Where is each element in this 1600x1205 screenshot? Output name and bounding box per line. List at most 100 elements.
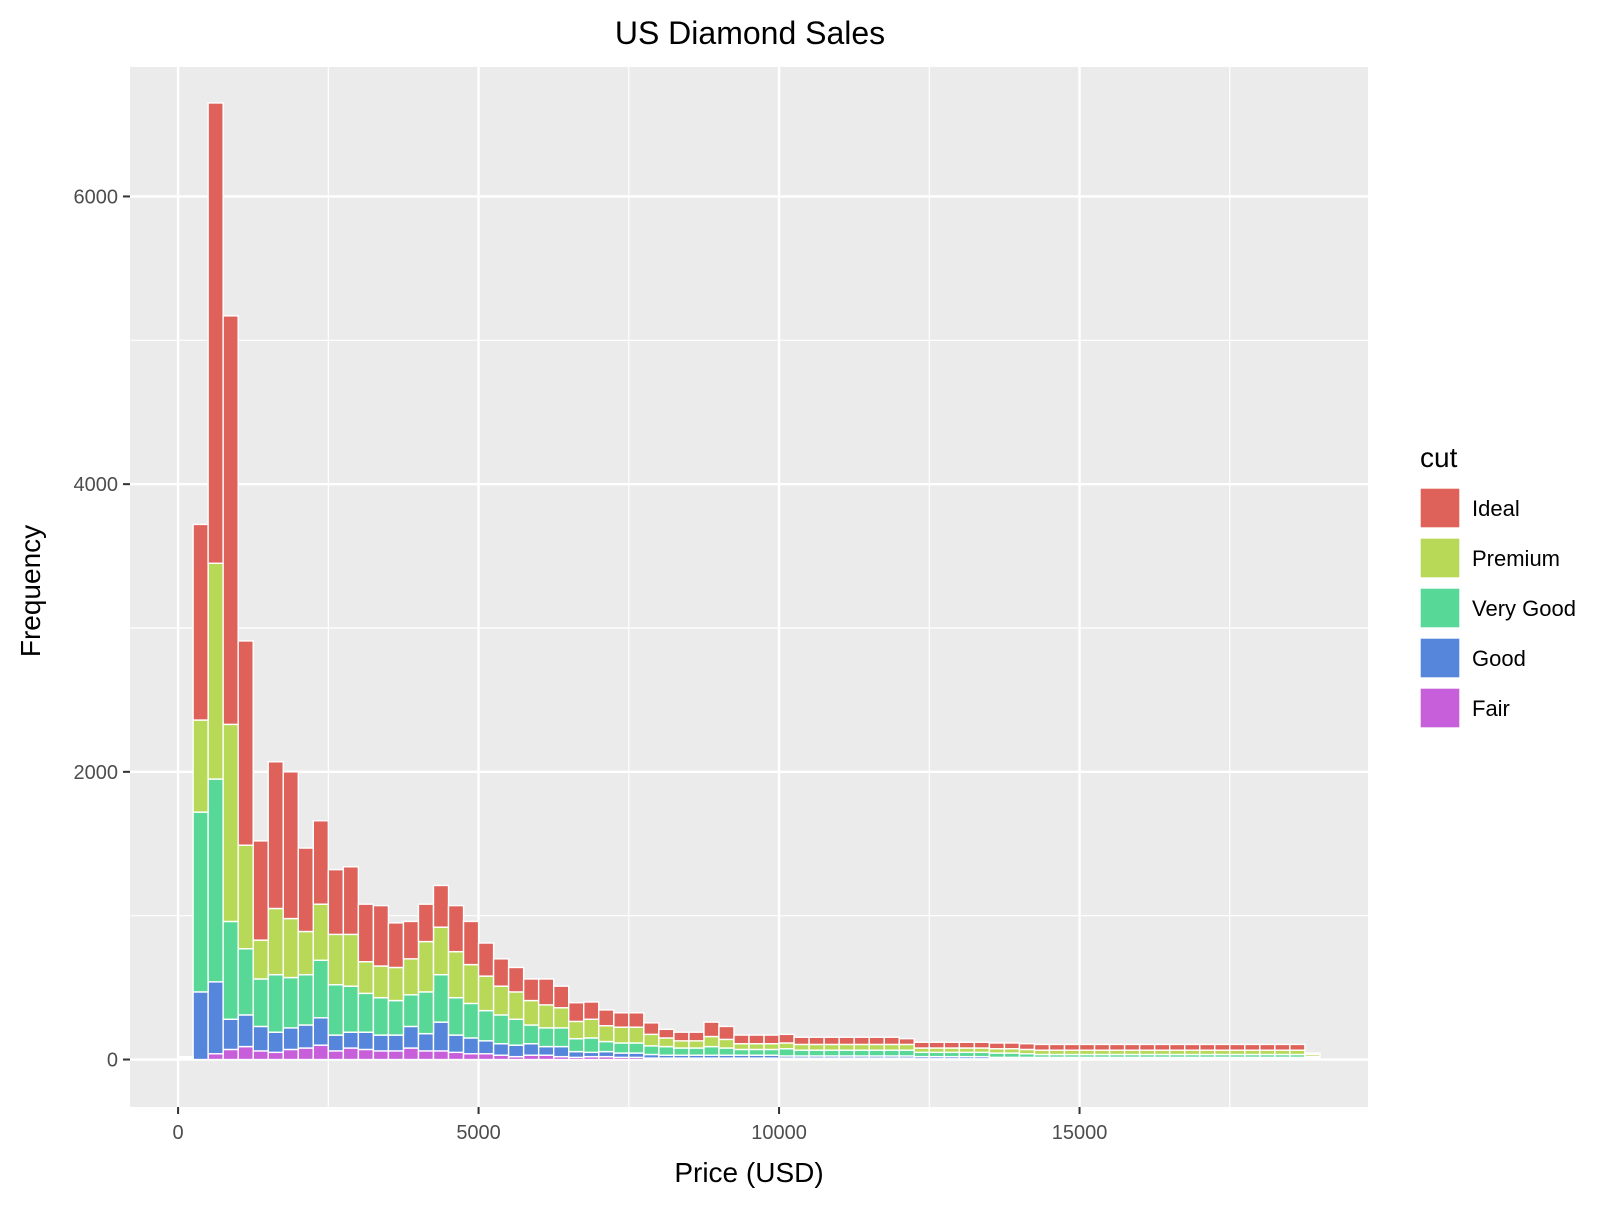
- bar-premium: [462, 963, 480, 1005]
- bar-good: [297, 1024, 314, 1049]
- bar-very-good: [387, 999, 405, 1036]
- bar-premium: [507, 991, 525, 1020]
- bar-premium: [522, 999, 540, 1026]
- bar-good: [312, 1017, 330, 1046]
- bar-fair: [402, 1047, 420, 1061]
- bar-ideal: [537, 978, 555, 1006]
- bar-very-good: [222, 920, 239, 1020]
- y-tick-label: 4000: [74, 474, 119, 496]
- bar-good: [192, 991, 209, 1061]
- legend-key-fair: [1419, 687, 1461, 729]
- bar-very-good: [282, 976, 299, 1029]
- bar-premium: [823, 1043, 840, 1051]
- bar-ideal: [883, 1036, 900, 1046]
- x-tick-label: 0: [173, 1122, 184, 1144]
- bar-fair: [312, 1044, 330, 1061]
- bar-good: [207, 981, 224, 1055]
- bar-good: [282, 1027, 299, 1051]
- bar-premium: [327, 933, 345, 986]
- bar-premium: [898, 1043, 915, 1051]
- bar-premium: [222, 723, 239, 923]
- bar-premium: [628, 1026, 645, 1044]
- bar-premium: [643, 1033, 660, 1047]
- bar-ideal: [1259, 1043, 1276, 1051]
- bar-ideal: [1274, 1043, 1291, 1051]
- bar-ideal: [492, 958, 510, 987]
- bar-premium: [763, 1043, 780, 1051]
- bar-ideal: [853, 1036, 870, 1046]
- bar-very-good: [673, 1047, 690, 1056]
- chart-title: US Diamond Sales: [615, 15, 885, 51]
- bar-ideal: [507, 966, 525, 993]
- bar-very-good: [312, 959, 330, 1019]
- bar-ideal: [1078, 1043, 1096, 1051]
- bar-good: [552, 1045, 570, 1058]
- bar-ideal: [447, 904, 465, 953]
- bar-very-good: [192, 811, 209, 993]
- bar-ideal: [598, 1009, 615, 1027]
- bar-good: [462, 1037, 480, 1055]
- bar-ideal: [1018, 1043, 1036, 1051]
- bar-ideal: [868, 1036, 885, 1046]
- bar-ideal: [252, 840, 269, 941]
- bar-premium: [718, 1038, 735, 1049]
- bar-fair: [297, 1047, 314, 1061]
- bar-good: [417, 1032, 435, 1052]
- bar-ideal: [823, 1036, 840, 1046]
- bar-good: [267, 1031, 284, 1054]
- bar-ideal: [1289, 1043, 1306, 1051]
- bar-fair: [282, 1048, 299, 1061]
- bar-very-good: [868, 1049, 885, 1057]
- bar-premium: [342, 933, 360, 987]
- bar-ideal: [477, 942, 495, 977]
- bar-very-good: [883, 1049, 900, 1057]
- bar-premium: [853, 1043, 870, 1051]
- bar-fair: [327, 1050, 345, 1061]
- bar-premium: [793, 1043, 810, 1051]
- bar-good: [327, 1034, 345, 1052]
- bar-ideal: [357, 903, 375, 963]
- bar-very-good: [432, 973, 450, 1023]
- legend-label-ideal: Ideal: [1472, 496, 1520, 521]
- bar-premium: [613, 1026, 630, 1044]
- bar-very-good: [793, 1049, 810, 1057]
- bar-very-good: [537, 1027, 555, 1048]
- bar-premium: [357, 961, 375, 995]
- bar-ideal: [583, 1001, 600, 1020]
- bar-very-good: [778, 1048, 795, 1057]
- y-tick-label: 0: [107, 1050, 118, 1072]
- bar-ideal: [733, 1034, 750, 1045]
- bar-very-good: [267, 973, 284, 1033]
- bar-premium: [778, 1042, 795, 1050]
- bar-very-good: [492, 1014, 510, 1045]
- bar-good: [387, 1034, 405, 1052]
- bar-premium: [583, 1018, 600, 1039]
- bar-ideal: [1304, 1052, 1321, 1056]
- bar-ideal: [673, 1031, 690, 1042]
- bar-very-good: [477, 1009, 495, 1042]
- bar-ideal: [1199, 1043, 1216, 1051]
- bar-ideal: [1244, 1043, 1261, 1051]
- bar-very-good: [643, 1045, 660, 1056]
- bar-fair: [252, 1050, 269, 1061]
- bar-ideal: [688, 1031, 705, 1042]
- bar-premium: [477, 975, 495, 1012]
- bar-premium: [733, 1043, 750, 1051]
- bar-ideal: [237, 640, 254, 846]
- bar-ideal: [898, 1037, 915, 1046]
- bar-premium: [312, 903, 330, 961]
- bar-good: [537, 1045, 555, 1056]
- bar-premium: [688, 1040, 705, 1049]
- bar-premium: [868, 1043, 885, 1051]
- bar-ideal: [763, 1034, 780, 1045]
- bar-very-good: [357, 992, 375, 1033]
- bar-ideal: [1033, 1043, 1051, 1051]
- bar-ideal: [552, 985, 570, 1009]
- bar-premium: [883, 1043, 900, 1051]
- bar-very-good: [658, 1045, 675, 1056]
- bar-ideal: [1063, 1043, 1081, 1051]
- bar-very-good: [568, 1037, 585, 1053]
- bar-ideal: [1123, 1043, 1141, 1051]
- bar-ideal: [943, 1041, 961, 1049]
- bar-good: [342, 1031, 360, 1049]
